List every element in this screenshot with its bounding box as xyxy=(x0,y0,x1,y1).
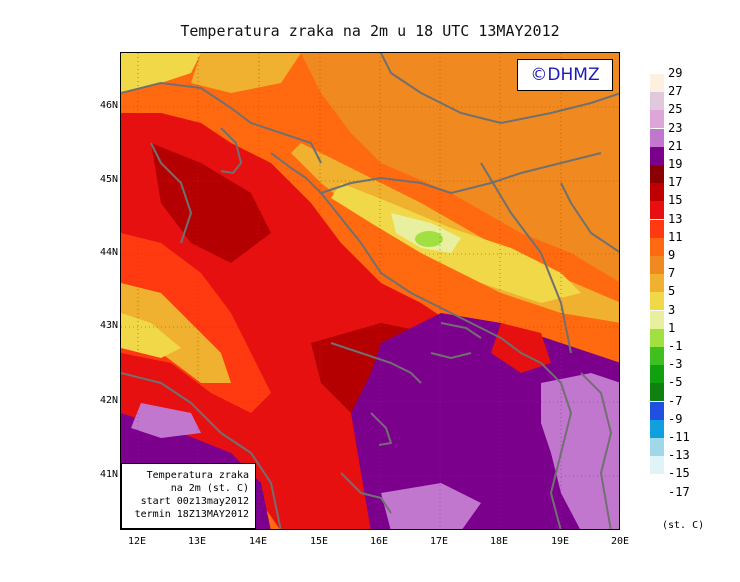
legend-swatch xyxy=(650,237,664,256)
legend-swatch xyxy=(650,183,664,202)
map-borders xyxy=(121,53,619,529)
lat-label-42n: 42N xyxy=(99,395,118,406)
legend-swatch xyxy=(650,347,664,365)
lon-label-19e: 19E xyxy=(550,536,570,547)
legend-label: 1 xyxy=(668,320,676,335)
legend-swatch xyxy=(650,74,664,92)
field-north-yellow xyxy=(121,53,201,93)
legend-label: -7 xyxy=(668,393,683,408)
lon-label-12e: 12E xyxy=(127,536,147,547)
legend-unit: (st. C) xyxy=(662,520,705,531)
lat-label-43n: 43N xyxy=(99,320,118,331)
info-line-4: termin 18Z13MAY2012 xyxy=(134,509,249,520)
field-ionian-light-purple xyxy=(541,373,619,529)
legend-swatch xyxy=(650,128,664,147)
lat-label-44n: 44N xyxy=(99,247,118,258)
legend-swatch xyxy=(650,110,664,129)
info-line-3: start 00z13may2012 xyxy=(140,496,249,507)
legend-label: 7 xyxy=(668,266,676,281)
lon-label-15e: 15E xyxy=(309,536,329,547)
legend-swatch xyxy=(650,310,664,329)
field-north-light-orange xyxy=(301,53,619,282)
field-adriatic-dark-red xyxy=(151,143,271,263)
legend-label: 27 xyxy=(668,84,683,99)
info-line-2: na 2m (st. C) xyxy=(170,483,249,494)
legend-swatch xyxy=(650,274,664,293)
lon-label-13e: 13E xyxy=(187,536,207,547)
legend-label: -1 xyxy=(668,339,683,353)
info-line-1: Temperatura zraka xyxy=(146,470,249,481)
legend-label: 11 xyxy=(668,229,683,244)
legend-label: 5 xyxy=(668,284,676,299)
field-italy-orange xyxy=(121,233,271,413)
field-ionian-purple xyxy=(351,313,619,529)
legend-swatch xyxy=(650,219,664,238)
legend-swatch xyxy=(650,383,664,402)
legend-label: 13 xyxy=(668,211,683,226)
legend-swatch xyxy=(650,92,664,111)
legend-label: 19 xyxy=(668,157,683,171)
field-tyrrhenian-light-purple xyxy=(131,403,201,438)
lon-label-18e: 18E xyxy=(489,536,509,547)
legend-swatch xyxy=(650,256,664,274)
legend-label: 3 xyxy=(668,302,676,317)
copyright-badge: ©DHMZ xyxy=(517,59,613,91)
lon-label-16e: 16E xyxy=(369,536,389,547)
legend-label: 9 xyxy=(668,248,676,262)
lon-label-14e: 14E xyxy=(248,536,268,547)
field-highland-green xyxy=(415,231,443,247)
legend-swatch xyxy=(650,365,664,384)
temperature-field xyxy=(121,53,619,529)
legend-label: 25 xyxy=(668,102,683,117)
legend-label: -3 xyxy=(668,357,683,372)
legend-label: 15 xyxy=(668,193,683,208)
field-south-light-purple xyxy=(381,483,481,529)
field-italy-yellow-2 xyxy=(121,313,181,358)
lat-label-46n: 46N xyxy=(99,100,118,111)
legend-swatch xyxy=(650,401,664,420)
legend-label: -13 xyxy=(668,448,690,463)
legend-swatch xyxy=(650,165,664,183)
lon-label-17e: 17E xyxy=(429,536,449,547)
legend-swatch xyxy=(650,328,664,347)
legend-label: 23 xyxy=(668,120,683,135)
legend-swatch xyxy=(650,292,664,311)
map-grid xyxy=(121,53,619,529)
legend-label: -9 xyxy=(668,411,683,426)
info-box: Temperatura zraka na 2m (st. C) start 00… xyxy=(121,463,256,529)
legend-swatch xyxy=(650,201,664,220)
legend-label: 29 xyxy=(668,66,683,80)
legend-label: -17 xyxy=(668,484,690,499)
legend-swatch xyxy=(650,146,664,165)
legend-swatch xyxy=(650,456,664,475)
lon-label-20e: 20E xyxy=(610,536,630,547)
legend-label: -11 xyxy=(668,430,690,444)
lat-label-41n: 41N xyxy=(99,469,118,480)
temperature-map[interactable]: ©DHMZ Temperatura zraka na 2m (st. C) st… xyxy=(120,52,620,530)
legend-label: -15 xyxy=(668,466,690,481)
lat-label-45n: 45N xyxy=(99,174,118,185)
field-italy-yellow xyxy=(121,283,231,383)
field-north-yellow-2 xyxy=(191,53,301,93)
map-title: Temperatura zraka na 2m u 18 UTC 13MAY20… xyxy=(180,22,560,40)
legend-swatch xyxy=(650,438,664,456)
legend-swatch xyxy=(650,419,664,438)
legend-label: 21 xyxy=(668,138,683,153)
legend-label: -5 xyxy=(668,375,683,390)
legend-label: 17 xyxy=(668,175,683,190)
